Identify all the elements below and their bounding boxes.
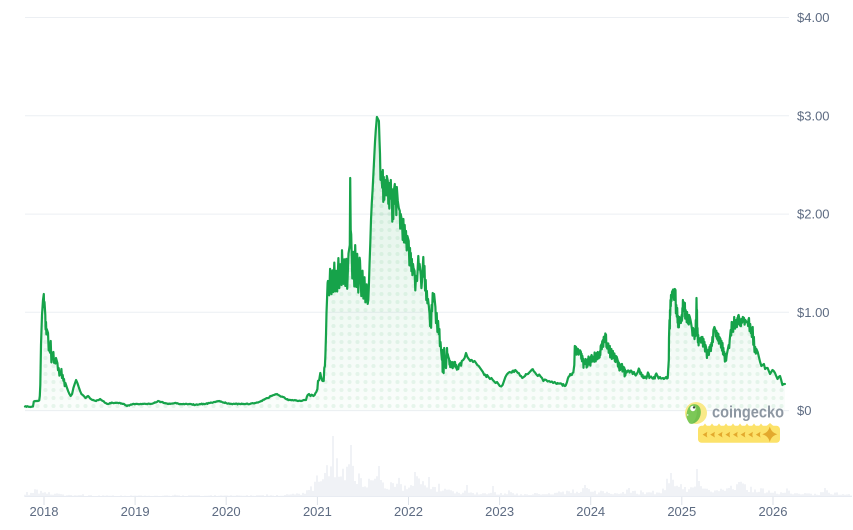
svg-text:$2.00: $2.00 <box>797 207 830 222</box>
svg-text:2020: 2020 <box>212 504 241 519</box>
svg-text:2026: 2026 <box>759 504 788 519</box>
svg-text:2018: 2018 <box>30 504 59 519</box>
svg-text:2025: 2025 <box>667 504 696 519</box>
svg-text:2019: 2019 <box>121 504 150 519</box>
svg-text:$0: $0 <box>797 403 811 418</box>
svg-text:2022: 2022 <box>394 504 423 519</box>
svg-text:2021: 2021 <box>303 504 332 519</box>
svg-text:2024: 2024 <box>576 504 605 519</box>
svg-text:coingecko: coingecko <box>712 403 784 422</box>
svg-text:$1.00: $1.00 <box>797 305 830 320</box>
svg-text:$3.00: $3.00 <box>797 108 830 123</box>
svg-text:$4.00: $4.00 <box>797 10 830 25</box>
svg-text:2023: 2023 <box>485 504 514 519</box>
